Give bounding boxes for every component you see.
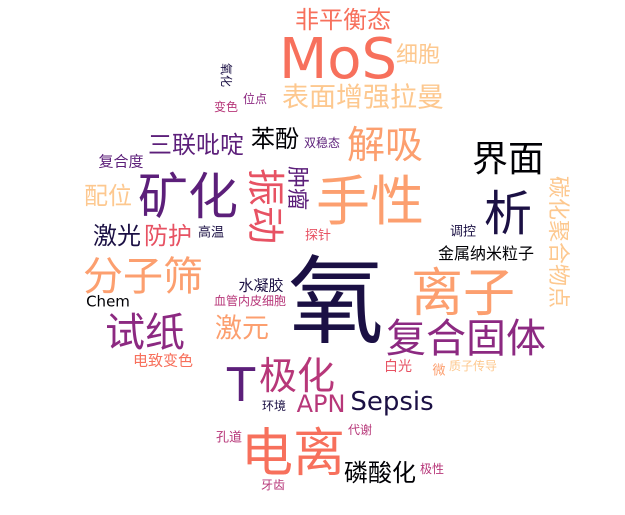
- word-sepsis: Sepsis: [350, 387, 434, 417]
- word-oxidation: 氧化: [219, 62, 233, 88]
- word-color-change: 变色: [213, 100, 239, 114]
- word-test-paper: 试纸: [105, 310, 185, 356]
- word-interface: 界面: [471, 139, 545, 180]
- word-phosphorylation: 磷酸化: [344, 459, 416, 487]
- word-hydrogel: 水凝胶: [238, 276, 284, 295]
- word-electrochromism: 电致变色: [132, 351, 194, 370]
- word-apn: APN: [296, 390, 346, 418]
- word-polarity: 极性: [419, 462, 445, 476]
- word-pore-channel: 孔道: [215, 430, 243, 446]
- word-analysis: 析: [483, 186, 533, 242]
- word-probe: 探针: [304, 228, 332, 244]
- word-chirality: 手性: [316, 170, 424, 233]
- word-ionization: 电离: [240, 424, 346, 484]
- word-tumor: 肿瘤: [284, 165, 309, 211]
- word-bistable: 双稳态: [303, 136, 341, 150]
- word-coordination: 配位: [84, 182, 132, 210]
- word-chem: Chem: [86, 292, 130, 311]
- word-molecular-sieve: 分子筛: [83, 254, 203, 300]
- word-non-equilibrium: 非平衡态: [295, 6, 391, 34]
- word-mos: MoS: [278, 27, 398, 92]
- word-teeth: 牙齿: [260, 478, 286, 492]
- word-regulation: 调控: [449, 224, 477, 240]
- word-terpyridine: 三联吡啶: [148, 131, 244, 159]
- word-site: 位点: [242, 92, 268, 106]
- word-vascular-endothelial-cells: 血管内皮细胞: [213, 294, 287, 308]
- word-composite-degree: 复合度: [98, 152, 144, 171]
- word-polarization: 极化: [258, 354, 336, 398]
- word-t: T: [226, 358, 256, 412]
- word-oxygen: 氧: [288, 246, 384, 358]
- word-composite-solid: 复合固体: [386, 316, 546, 362]
- word-laser: 激光: [93, 222, 141, 250]
- word-mineralization: 矿化: [138, 168, 238, 226]
- word-desorption: 解吸: [346, 123, 424, 167]
- word-sers: 表面增强拉曼: [282, 82, 444, 114]
- word-carbonized-polymer-dots: 碳化聚合物点: [545, 175, 570, 309]
- word-cell: 细胞: [395, 43, 441, 68]
- word-vibration: 振动: [243, 167, 287, 245]
- word-white-light: 白光: [384, 359, 412, 375]
- word-proton-conduction: 质子传导: [448, 359, 498, 373]
- word-high-temperature: 高温: [197, 225, 225, 241]
- word-environment: 环境: [261, 399, 287, 413]
- word-plasmon: 激元: [215, 313, 269, 345]
- word-metal-nanoparticles: 金属纳米粒子: [437, 244, 535, 263]
- word-phenol: 苯酚: [251, 125, 299, 153]
- word-protection: 防护: [144, 222, 192, 250]
- word-micro: 微: [432, 363, 446, 379]
- word-ion: 离子: [410, 264, 516, 324]
- word-metabolism: 代谢: [347, 423, 373, 437]
